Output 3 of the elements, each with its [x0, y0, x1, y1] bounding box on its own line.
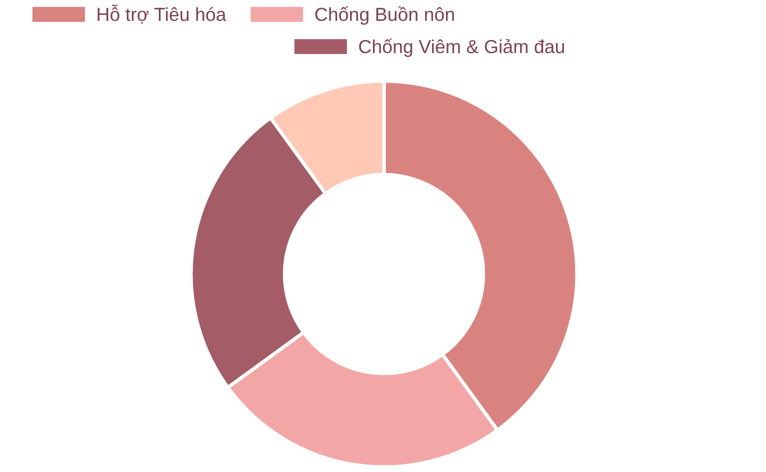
- legend-label: Chống Viêm & Giảm đau: [359, 38, 564, 57]
- legend-label: Chống Buồn nôn: [315, 6, 454, 25]
- legend-label: Hỗ trợ Tiêu hóa: [98, 4, 226, 24]
